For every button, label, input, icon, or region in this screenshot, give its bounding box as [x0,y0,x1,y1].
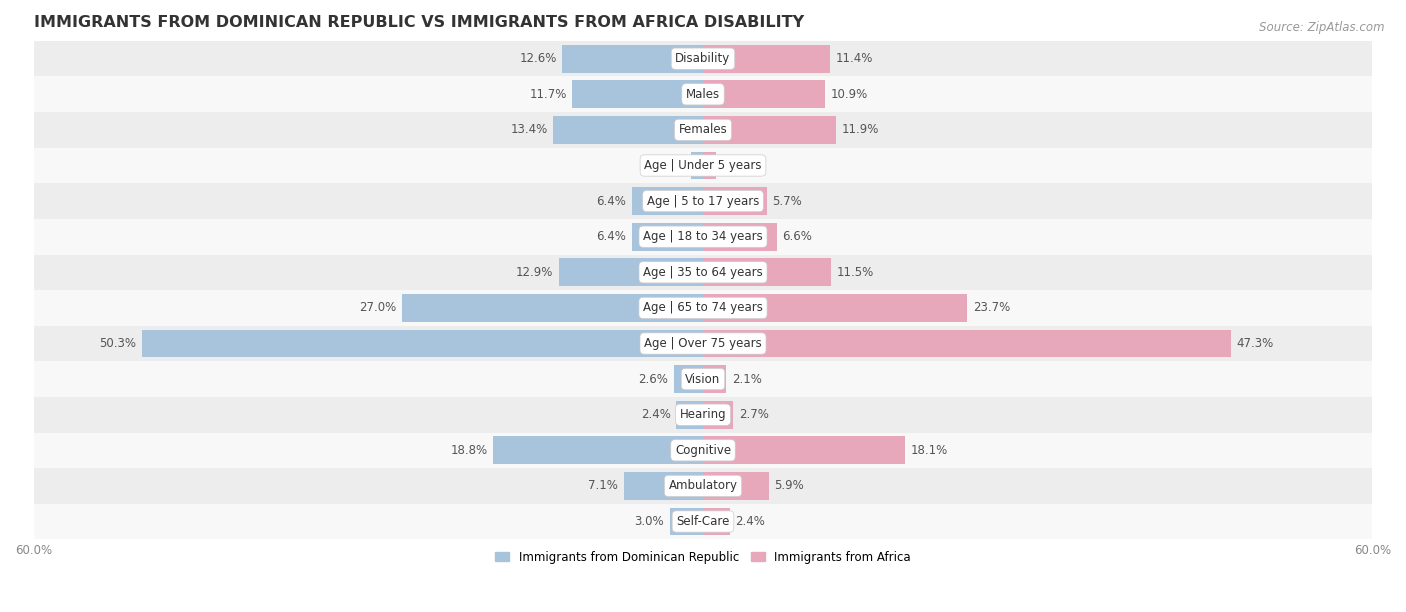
Bar [703,436,905,464]
Text: Males: Males [686,88,720,101]
Text: 5.7%: 5.7% [772,195,801,207]
Bar [631,223,703,250]
Text: 12.9%: 12.9% [516,266,554,279]
Bar [34,397,1372,433]
Bar [703,258,831,286]
Legend: Immigrants from Dominican Republic, Immigrants from Africa: Immigrants from Dominican Republic, Immi… [491,546,915,569]
Bar [669,507,703,536]
Text: Age | 5 to 17 years: Age | 5 to 17 years [647,195,759,207]
Text: 10.9%: 10.9% [830,88,868,101]
Text: 2.1%: 2.1% [733,373,762,386]
Bar [703,116,835,144]
Text: 18.8%: 18.8% [450,444,488,457]
Text: 18.1%: 18.1% [911,444,948,457]
Text: Age | Under 5 years: Age | Under 5 years [644,159,762,172]
Text: 6.4%: 6.4% [596,195,626,207]
Text: Ambulatory: Ambulatory [668,479,738,493]
Bar [703,507,730,536]
Text: Age | Over 75 years: Age | Over 75 years [644,337,762,350]
Text: 23.7%: 23.7% [973,301,1011,315]
Text: 6.6%: 6.6% [782,230,813,243]
Bar [703,187,766,215]
Bar [676,401,703,428]
Bar [34,504,1372,539]
Text: IMMIGRANTS FROM DOMINICAN REPUBLIC VS IMMIGRANTS FROM AFRICA DISABILITY: IMMIGRANTS FROM DOMINICAN REPUBLIC VS IM… [34,15,804,30]
Bar [34,41,1372,76]
Text: 6.4%: 6.4% [596,230,626,243]
Bar [560,258,703,286]
Bar [562,45,703,73]
Text: 11.5%: 11.5% [837,266,875,279]
Bar [34,112,1372,147]
Bar [703,472,769,500]
Text: 11.7%: 11.7% [530,88,567,101]
Bar [631,187,703,215]
Text: 2.6%: 2.6% [638,373,668,386]
Text: Disability: Disability [675,52,731,65]
Bar [703,223,776,250]
Text: Cognitive: Cognitive [675,444,731,457]
Text: 11.9%: 11.9% [841,124,879,136]
Bar [703,45,830,73]
Text: Hearing: Hearing [679,408,727,421]
Bar [34,76,1372,112]
Text: 11.4%: 11.4% [835,52,873,65]
Bar [673,365,703,393]
Bar [703,365,727,393]
Bar [572,80,703,108]
Text: Age | 65 to 74 years: Age | 65 to 74 years [643,301,763,315]
Bar [703,330,1230,357]
Text: 5.9%: 5.9% [775,479,804,493]
Bar [34,147,1372,184]
Text: 7.1%: 7.1% [588,479,619,493]
Text: 27.0%: 27.0% [359,301,396,315]
Bar [34,468,1372,504]
Text: 12.6%: 12.6% [519,52,557,65]
Bar [703,401,733,428]
Bar [34,433,1372,468]
Text: Age | 35 to 64 years: Age | 35 to 64 years [643,266,763,279]
Text: Age | 18 to 34 years: Age | 18 to 34 years [643,230,763,243]
Text: 47.3%: 47.3% [1236,337,1274,350]
Bar [703,80,824,108]
Bar [34,361,1372,397]
Text: Females: Females [679,124,727,136]
Bar [554,116,703,144]
Text: 1.1%: 1.1% [655,159,685,172]
Text: 3.0%: 3.0% [634,515,664,528]
Text: Source: ZipAtlas.com: Source: ZipAtlas.com [1260,21,1385,34]
Text: 1.2%: 1.2% [721,159,752,172]
Bar [703,294,967,322]
Text: 2.4%: 2.4% [735,515,765,528]
Text: 2.7%: 2.7% [738,408,769,421]
Bar [494,436,703,464]
Text: 2.4%: 2.4% [641,408,671,421]
Bar [142,330,703,357]
Text: 50.3%: 50.3% [100,337,136,350]
Bar [34,219,1372,255]
Text: 13.4%: 13.4% [510,124,548,136]
Bar [402,294,703,322]
Bar [34,326,1372,361]
Bar [624,472,703,500]
Bar [690,152,703,179]
Bar [703,152,717,179]
Bar [34,184,1372,219]
Text: Vision: Vision [685,373,721,386]
Bar [34,255,1372,290]
Text: Self-Care: Self-Care [676,515,730,528]
Bar [34,290,1372,326]
